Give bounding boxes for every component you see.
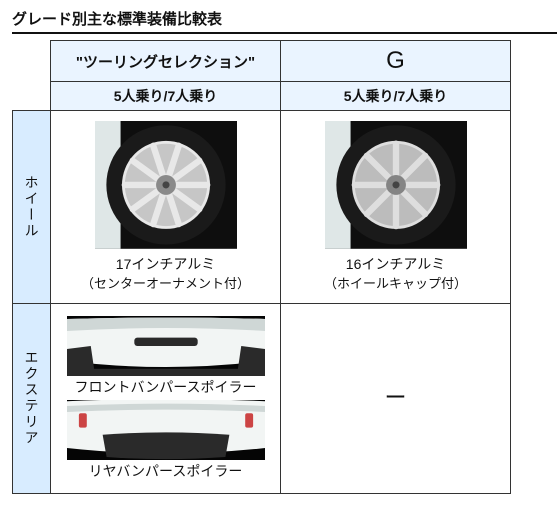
wheel-image-touring	[95, 121, 237, 249]
front-bumper-image	[67, 316, 265, 376]
exterior-cell-g: ー	[281, 303, 511, 494]
grade-header-touring: "ツーリングセレクション"	[51, 41, 281, 82]
rear-bumper-caption: リヤバンパースポイラー	[57, 462, 274, 481]
wheel-caption-touring: 17インチアルミ （センターオーナメント付）	[61, 255, 270, 293]
row-label-exterior: エクステリア	[13, 303, 51, 494]
wheel-caption-g-l1: 16インチアルミ	[346, 256, 445, 272]
seat-header-touring: 5人乗り/7人乗り	[51, 82, 281, 111]
exterior-g-dash: ー	[384, 385, 406, 410]
wheel-caption-g: 16インチアルミ （ホイールキャップ付）	[291, 255, 500, 293]
wheel-image-g	[325, 121, 467, 249]
spec-table: "ツーリングセレクション" G 5人乗り/7人乗り 5人乗り/7人乗り ホイール…	[12, 40, 511, 494]
wheel-caption-g-l2: （ホイールキャップ付）	[324, 276, 467, 291]
exterior-cell-touring: フロントバンパースポイラー リヤバンパースポイラー	[51, 303, 281, 494]
seat-header-g: 5人乗り/7人乗り	[281, 82, 511, 111]
corner-blank	[13, 41, 51, 82]
row-label-wheel: ホイール	[13, 111, 51, 304]
rear-bumper-image	[67, 400, 265, 460]
corner-blank-2	[13, 82, 51, 111]
table-title: グレード別主な標準装備比較表	[12, 8, 557, 34]
front-bumper-caption: フロントバンパースポイラー	[57, 378, 274, 397]
grade-header-g: G	[281, 41, 511, 82]
wheel-caption-touring-l2: （センターオーナメント付）	[81, 276, 250, 291]
wheel-cell-touring: 17インチアルミ （センターオーナメント付）	[51, 111, 281, 304]
wheel-caption-touring-l1: 17インチアルミ	[116, 256, 215, 272]
wheel-cell-g: 16インチアルミ （ホイールキャップ付）	[281, 111, 511, 304]
